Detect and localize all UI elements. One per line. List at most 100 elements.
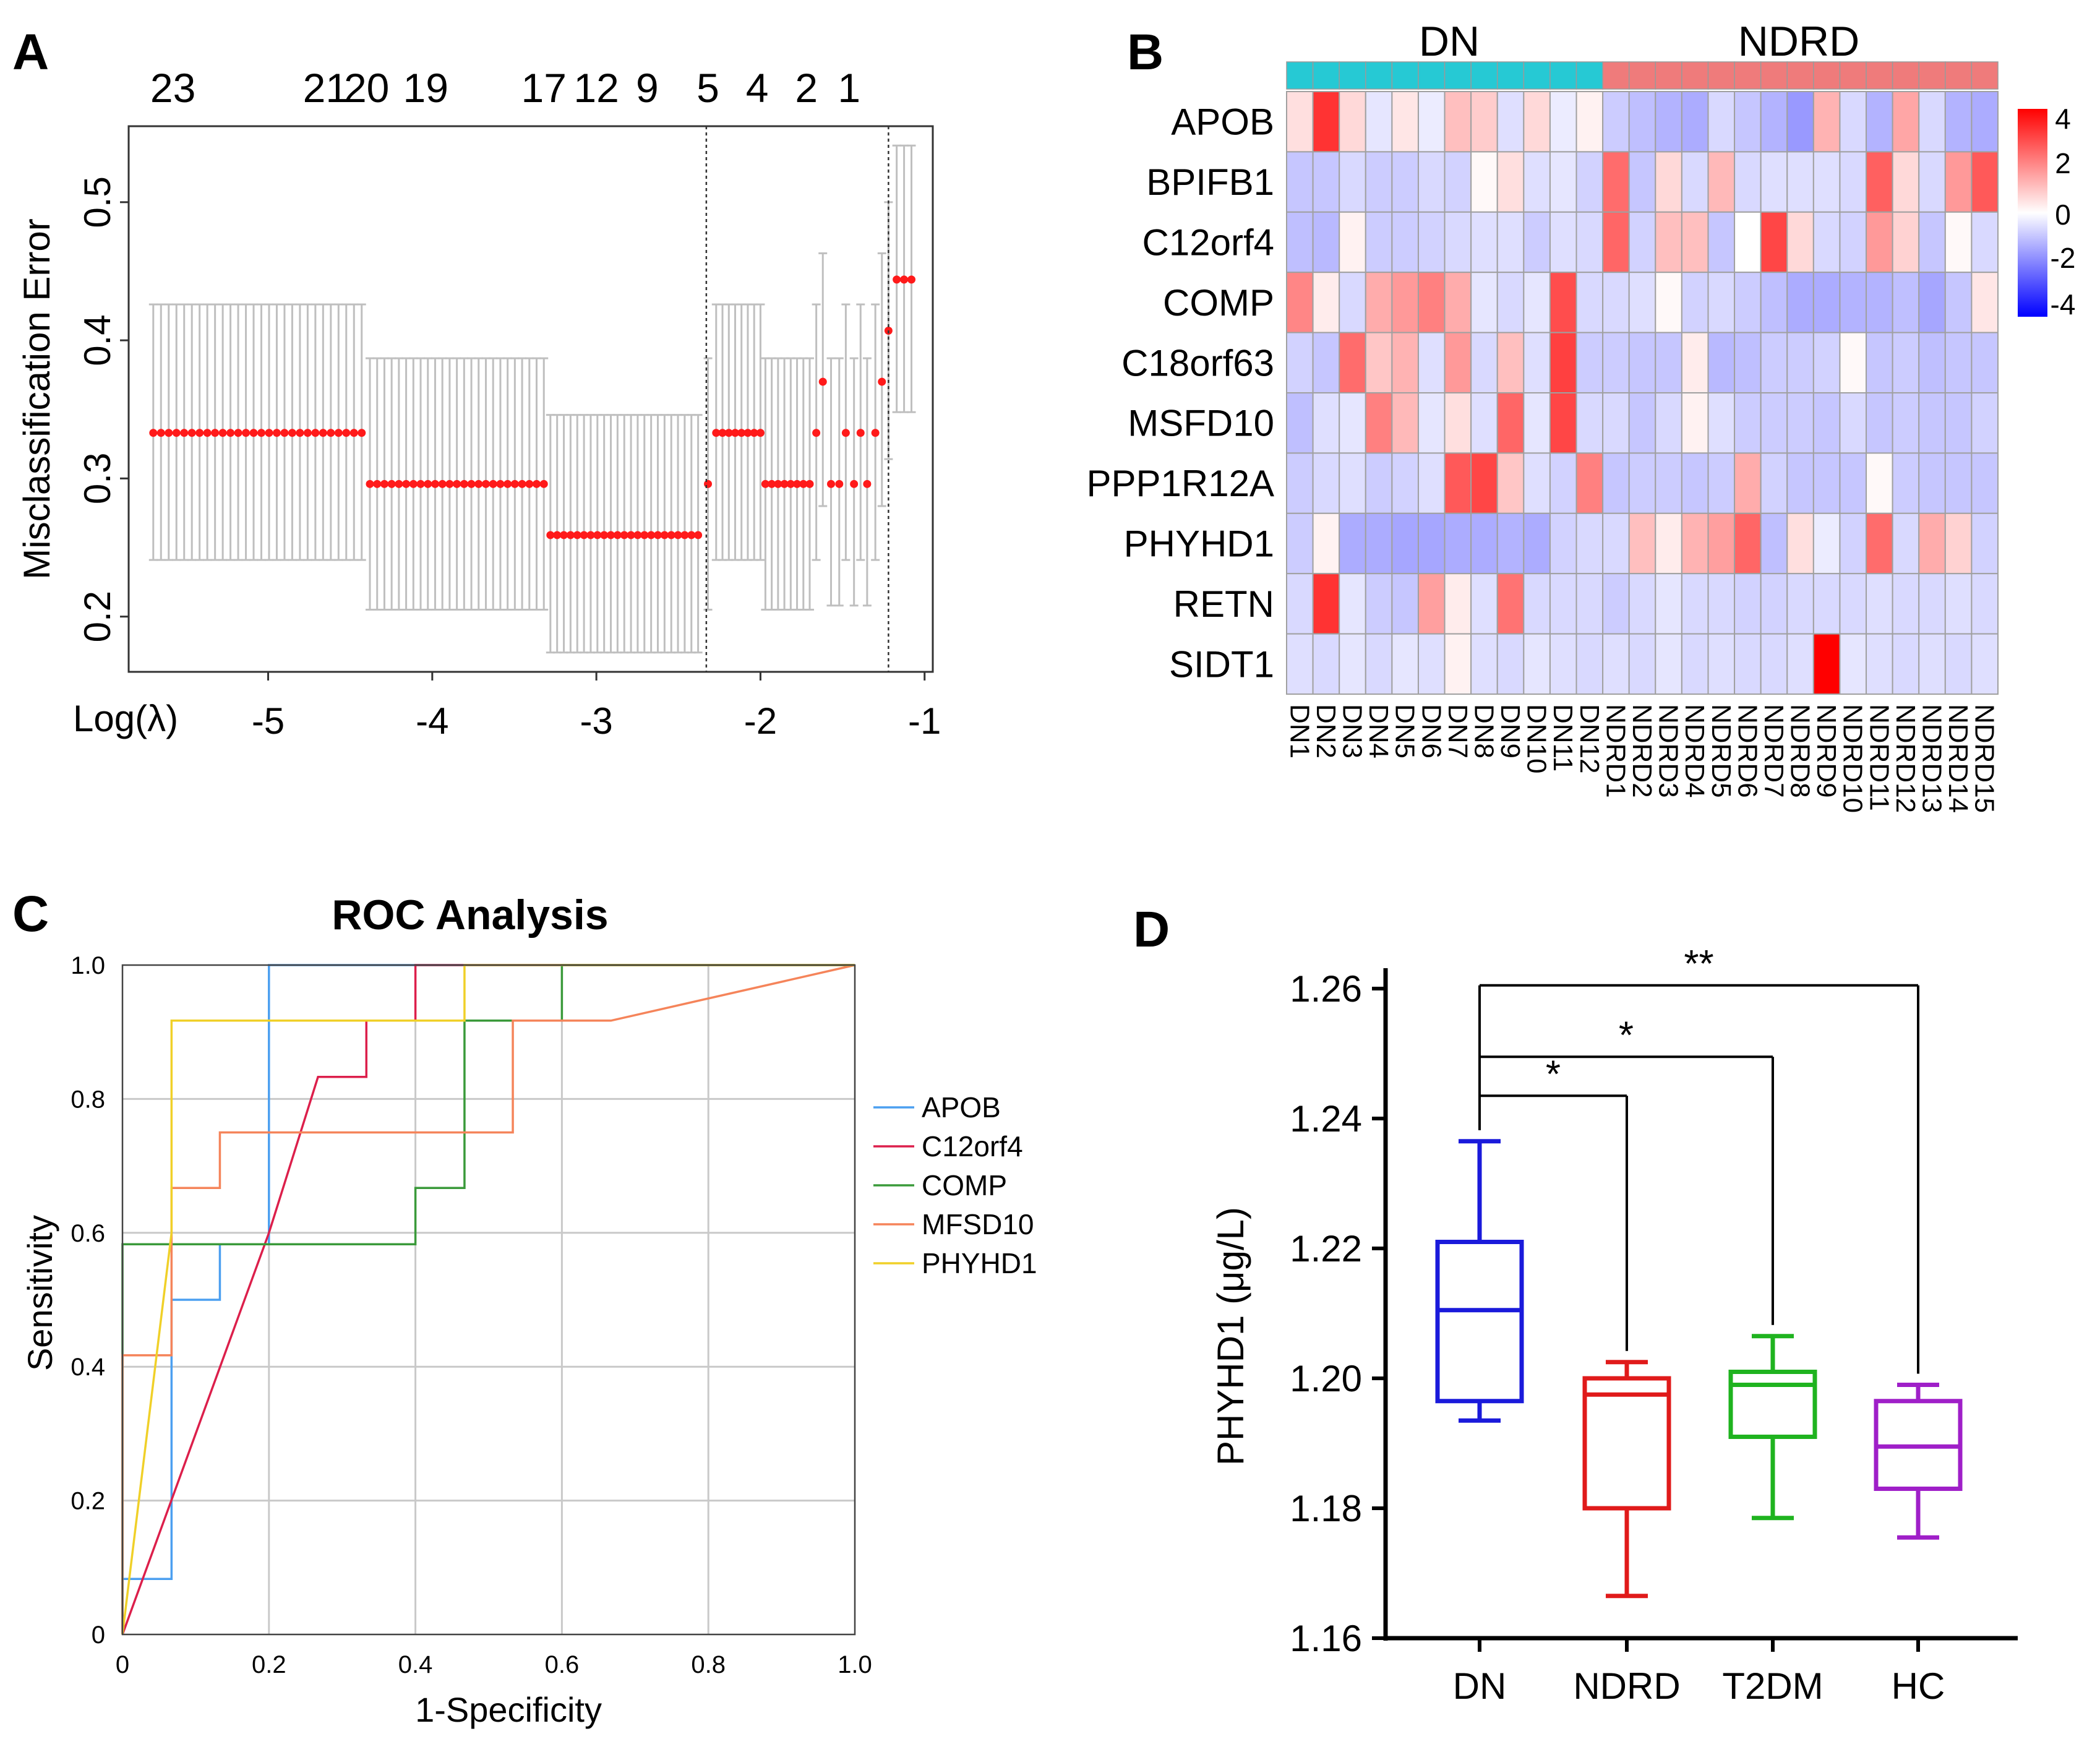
panel-b-cell-SIDT1-NDRD13 <box>1918 633 1946 695</box>
panel-b-cell-RETN-NDRD9 <box>1812 573 1841 635</box>
panel-b-cell-PHYHD1-NDRD9 <box>1812 512 1841 575</box>
panel-b-group-bar <box>1286 61 1999 90</box>
panel-b-column-label: DN7 <box>1442 704 1473 758</box>
panel-b-cell-C12orf4-NDRD3 <box>1655 211 1682 273</box>
panel-d-y-tick-label: 1.24 <box>1290 1098 1362 1140</box>
panel-b-cell-APOB-DN10 <box>1523 91 1551 153</box>
panel-b-cell-SIDT1-DN7 <box>1444 633 1472 695</box>
panel-b-cell-PHYHD1-DN12 <box>1575 512 1604 575</box>
panel-b-cell-MSFD10-DN8 <box>1470 392 1498 454</box>
panel-b-cell-BPIFB1-DN11 <box>1549 151 1577 213</box>
panel-b-cell-RETN-NDRD4 <box>1681 573 1709 635</box>
panel-b-cell-C18orf63-NDRD3 <box>1655 332 1682 393</box>
panel-a-point <box>453 479 461 488</box>
panel-b-cell-BPIFB1-NDRD4 <box>1681 151 1709 213</box>
panel-b-column-label: NDRD4 <box>1679 704 1710 798</box>
panel-d-axes <box>1383 968 2018 1641</box>
panel-b-heatmap-cells <box>1286 91 1999 695</box>
panel-b-cell-C12orf4-NDRD13 <box>1918 211 1946 273</box>
panel-b-group-cell-dn <box>1575 61 1603 90</box>
panel-b-cell-SIDT1-DN12 <box>1575 633 1604 695</box>
panel-b-cell-SIDT1-NDRD12 <box>1892 633 1920 695</box>
panel-b-cell-BPIFB1-NDRD10 <box>1839 151 1867 213</box>
panel-b-cell-SIDT1-DN11 <box>1549 633 1577 695</box>
panel-b-cell-RETN-NDRD5 <box>1707 573 1736 635</box>
panel-a-point <box>533 479 541 488</box>
panel-b-group-cell-ndrd <box>1813 61 1841 90</box>
panel-a-point <box>546 531 555 539</box>
panel-b-scale-tick: 4 <box>2055 103 2071 135</box>
panel-b-cell-C18orf63-DN6 <box>1417 332 1446 393</box>
panel-b-cell-RETN-NDRD10 <box>1839 573 1867 635</box>
panel-b-cell-COMP-NDRD13 <box>1918 272 1946 333</box>
panel-c-y-tick-label: 0.8 <box>71 1086 105 1113</box>
panel-b-cell-RETN-NDRD15 <box>1971 573 1999 635</box>
panel-b-cell-APOB-NDRD8 <box>1786 91 1814 153</box>
panel-a-point <box>395 479 403 488</box>
panel-b-cell-PHYHD1-NDRD11 <box>1866 512 1893 575</box>
panel-b-cell-PPP1R12A-DN4 <box>1365 452 1393 514</box>
panel-b-column-label: DN5 <box>1390 704 1420 758</box>
panel-b-cell-C18orf63-DN4 <box>1365 332 1393 393</box>
panel-b-cell-PHYHD1-NDRD2 <box>1628 512 1656 575</box>
panel-a-point <box>647 531 656 539</box>
panel-b-cell-BPIFB1-DN2 <box>1312 151 1340 213</box>
panel-a-top-tick-17: 17 <box>521 65 567 111</box>
panel-a-point <box>841 429 850 437</box>
panel-b-row-label: PPP1R12A <box>1086 463 1274 504</box>
panel-a-point <box>613 531 622 539</box>
panel-b-cell-MSFD10-NDRD14 <box>1944 392 1973 454</box>
panel-a-point <box>366 479 374 488</box>
panel-c-title: ROC Analysis <box>332 891 608 938</box>
panel-b-cell-PHYHD1-DN3 <box>1339 512 1366 575</box>
panel-b-column-label: DN9 <box>1495 704 1525 758</box>
panel-b-column-label: DN8 <box>1468 704 1499 758</box>
panel-a-plot-frame <box>127 125 934 673</box>
panel-b-cell-COMP-DN7 <box>1444 272 1472 333</box>
panel-b-cell-PHYHD1-DN9 <box>1496 512 1525 575</box>
panel-b-column-label: DN10 <box>1522 704 1552 774</box>
panel-c-x-tick-label: 1.0 <box>838 1651 872 1678</box>
panel-b-cell-RETN-NDRD6 <box>1734 573 1762 635</box>
panel-b-cell-RETN-NDRD13 <box>1918 573 1946 635</box>
panel-b-column-label: DN11 <box>1548 704 1578 771</box>
panel-b-column-label: NDRD15 <box>1969 704 2000 813</box>
panel-b-cell-BPIFB1-DN8 <box>1470 151 1498 213</box>
panel-b-cell-MSFD10-NDRD13 <box>1918 392 1946 454</box>
panel-b-cell-COMP-DN12 <box>1575 272 1604 333</box>
panel-d-x-ticks: DN NDRD T2DM HC <box>1453 1638 1945 1707</box>
panel-a-point <box>424 479 432 488</box>
panel-b-group-cell-dn <box>1470 61 1498 90</box>
panel-b-cell-C12orf4-DN9 <box>1496 211 1525 273</box>
panel-c-y-tick-label: 0.4 <box>71 1354 105 1381</box>
panel-c-y-tick-label: 1.0 <box>71 952 105 979</box>
panel-b-cell-C18orf63-NDRD11 <box>1866 332 1893 393</box>
panel-b-cell-MSFD10-DN3 <box>1339 392 1366 454</box>
panel-c-legend-label-c12orf4: C12orf4 <box>922 1130 1023 1162</box>
panel-c-x-tick-label: 0.4 <box>398 1651 433 1678</box>
panel-b-cell-COMP-NDRD4 <box>1681 272 1709 333</box>
panel-b-cell-C18orf63-NDRD9 <box>1812 332 1841 393</box>
panel-b-cell-PPP1R12A-NDRD15 <box>1971 452 1999 514</box>
panel-a-point <box>560 531 568 539</box>
panel-b-cell-MSFD10-NDRD5 <box>1707 392 1736 454</box>
panel-b-cell-SIDT1-NDRD10 <box>1839 633 1867 695</box>
panel-b-cell-APOB-DN12 <box>1575 91 1604 153</box>
panel-b-cell-PHYHD1-DN10 <box>1523 512 1551 575</box>
panel-c-plot-frame <box>121 964 856 1636</box>
panel-b-cell-PPP1R12A-NDRD2 <box>1628 452 1656 514</box>
panel-b-cell-COMP-NDRD14 <box>1944 272 1973 333</box>
panel-a-point <box>893 275 901 284</box>
panel-a-point <box>539 479 548 488</box>
panel-b-cell-PHYHD1-DN4 <box>1365 512 1393 575</box>
panel-d-x-tick-label: HC <box>1892 1665 1945 1707</box>
panel-b-cell-C18orf63-DN3 <box>1339 332 1366 393</box>
panel-b-cell-APOB-DN3 <box>1339 91 1366 153</box>
panel-b-cell-C12orf4-DN6 <box>1417 211 1446 273</box>
panel-b-cell-RETN-NDRD2 <box>1628 573 1656 635</box>
panel-a-point <box>835 479 844 488</box>
panel-b-cell-C18orf63-NDRD1 <box>1602 332 1630 393</box>
panel-b-column-label: NDRD10 <box>1838 704 1868 813</box>
panel-a-top-tick-12: 12 <box>573 65 619 111</box>
panel-a-point <box>474 479 483 488</box>
